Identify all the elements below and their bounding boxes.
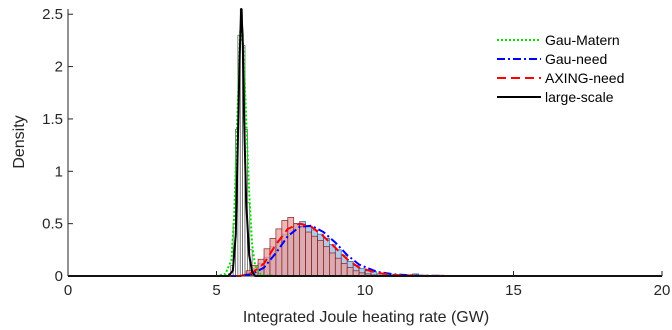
x-tick-label: 10 xyxy=(357,282,374,299)
series-line-large-scale xyxy=(68,8,662,277)
density-lines xyxy=(68,8,662,277)
legend-label: AXING-need xyxy=(545,70,624,86)
histogram-bar xyxy=(334,257,342,277)
legend-label: Gau-need xyxy=(545,51,607,67)
histogram-bar xyxy=(287,217,295,277)
x-tick-label: 5 xyxy=(212,282,220,299)
plot-area xyxy=(68,8,662,277)
y-ticks: 0 0.5 1 1.5 2 2.5 xyxy=(42,6,73,285)
histogram-bar xyxy=(323,246,330,277)
x-tick-label: 20 xyxy=(654,282,671,299)
x-ticks: 0 5 10 15 20 xyxy=(64,271,671,299)
legend: Gau-Matern Gau-need AXING-need large-scale xyxy=(497,32,624,105)
y-tick-label: 0 xyxy=(55,268,63,285)
y-axis-label: Density xyxy=(11,115,28,168)
x-tick-label: 15 xyxy=(505,282,522,299)
axes: 0 5 10 15 20 0 0.5 1 1.5 2 2.5 xyxy=(42,6,670,299)
y-tick-label: 1.5 xyxy=(42,111,63,128)
histogram-bar xyxy=(305,231,312,277)
series-line-gau-need xyxy=(68,224,662,277)
histogram-bar xyxy=(275,228,283,277)
y-tick-label: 0.5 xyxy=(42,216,63,233)
histogram-bar xyxy=(346,267,354,277)
histogram-bar xyxy=(317,240,324,277)
legend-label: large-scale xyxy=(545,89,614,105)
series-line-axing-need xyxy=(68,222,662,277)
histogram-bar xyxy=(340,263,348,277)
y-tick-label: 2 xyxy=(55,59,63,76)
x-axis-label: Integrated Joule heating rate (GW) xyxy=(243,309,489,326)
x-tick-label: 0 xyxy=(64,282,72,299)
y-tick-label: 2.5 xyxy=(42,6,63,23)
histogram-bar xyxy=(329,252,336,277)
y-tick-label: 1 xyxy=(55,163,63,180)
histogram-bar xyxy=(311,235,318,277)
legend-label: Gau-Matern xyxy=(545,32,620,48)
histogram-bar xyxy=(299,226,306,277)
